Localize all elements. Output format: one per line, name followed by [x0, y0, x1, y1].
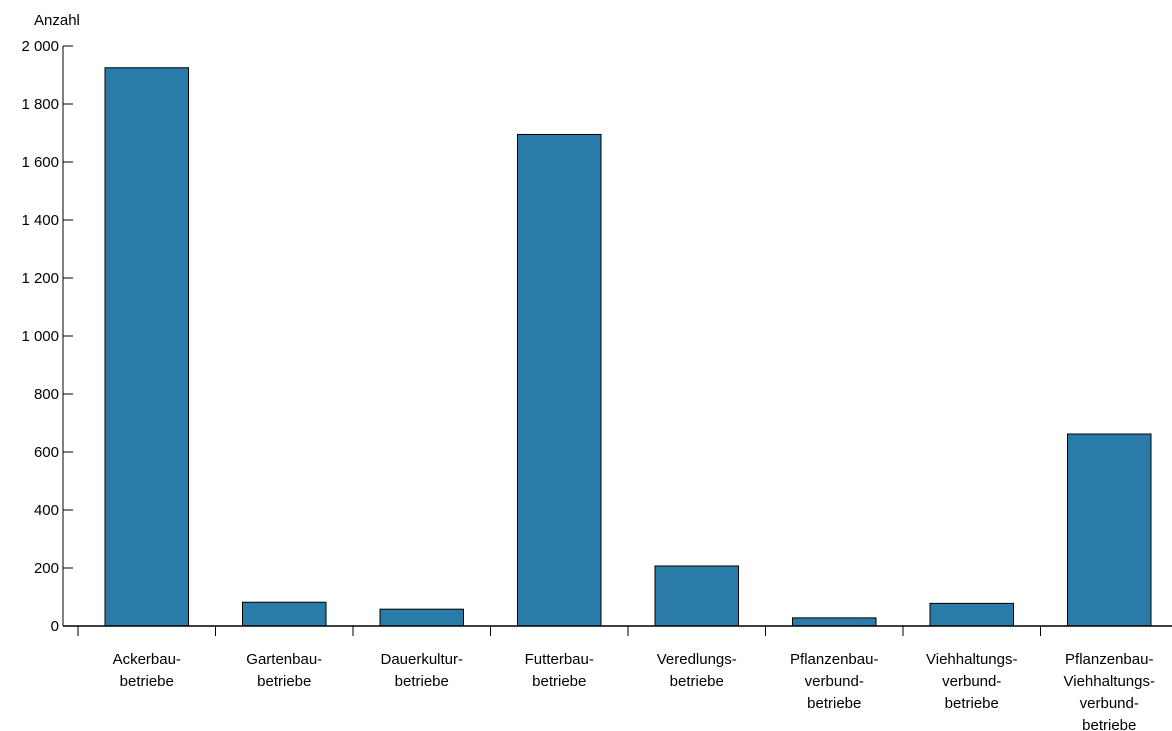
- y-axis: 0 200 400 600 800 1 000 1 200 1 400 1 600 1 800 2 …: [21, 38, 73, 635]
- y-axis-label: Anzahl: [34, 12, 80, 29]
- y-tick-label: 2 000: [21, 38, 59, 55]
- bar: [929, 602, 1014, 627]
- x-category-label: Veredlungs-: [657, 651, 737, 668]
- x-category-label: verbund-: [1080, 695, 1139, 712]
- x-category-label: Pflanzenbau-: [1065, 651, 1153, 668]
- y-tick-label: 200: [34, 560, 59, 577]
- y-tick-label: 800: [34, 386, 59, 403]
- x-category-label: betriebe: [120, 673, 174, 690]
- x-axis: Ackerbau-betriebe Gartenbau-betriebe Dauer…: [63, 625, 1172, 731]
- x-category-label: betriebe: [670, 673, 724, 690]
- y-tick-label: 1 600: [21, 154, 59, 171]
- y-tick-label: 1 200: [21, 270, 59, 287]
- x-category-label: Viehhaltungs-: [926, 651, 1017, 668]
- x-category-label: verbund-: [805, 673, 864, 690]
- y-tick-label: 1 800: [21, 96, 59, 113]
- bar: [242, 601, 327, 627]
- bar: [379, 608, 464, 627]
- x-category-label: Pflanzenbau-: [790, 651, 878, 668]
- x-category-label: betriebe: [532, 673, 586, 690]
- y-tick-label: 1 400: [21, 212, 59, 229]
- x-category-label: Ackerbau-: [113, 651, 181, 668]
- x-category-label: betriebe: [257, 673, 311, 690]
- bar: [654, 565, 739, 627]
- y-tick-label: 400: [34, 502, 59, 519]
- bar: [792, 617, 877, 627]
- x-category-label: Futterbau-: [525, 651, 594, 668]
- bar: [1067, 433, 1152, 627]
- x-category-label: Viehhaltungs-: [1064, 673, 1155, 690]
- x-category-label: verbund-: [942, 673, 1001, 690]
- x-category-label: Dauerkultur-: [380, 651, 463, 668]
- y-tick-label: 600: [34, 444, 59, 461]
- y-tick-label: 0: [51, 618, 59, 635]
- bar: [104, 67, 189, 627]
- x-category-label: betriebe: [395, 673, 449, 690]
- y-tick-label: 1 000: [21, 328, 59, 345]
- bar: [517, 133, 602, 627]
- bars: [104, 67, 1152, 627]
- x-category-label: betriebe: [1082, 717, 1136, 731]
- x-category-label: betriebe: [807, 695, 861, 712]
- x-category-label: Gartenbau-: [246, 651, 322, 668]
- x-category-label: betriebe: [945, 695, 999, 712]
